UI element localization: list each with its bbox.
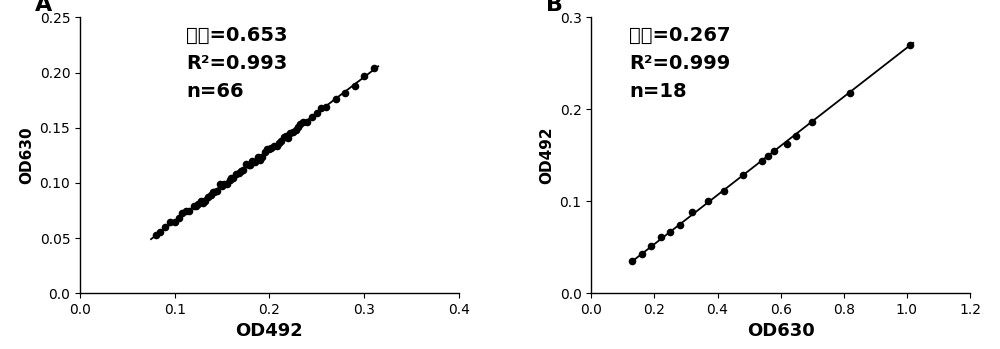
Point — [181, 208, 197, 214]
Text: 斜率=0.267
R²=0.999
n=18: 斜率=0.267 R²=0.999 n=18 — [629, 26, 731, 101]
Point — [254, 154, 270, 160]
Point — [259, 147, 275, 152]
Point — [206, 190, 222, 195]
Point — [225, 176, 241, 181]
Point — [760, 154, 776, 159]
Point — [269, 143, 285, 149]
Point — [261, 146, 277, 151]
Y-axis label: OD630: OD630 — [19, 126, 34, 184]
Point — [214, 183, 230, 188]
Point — [271, 140, 287, 146]
Point — [285, 129, 301, 135]
Point — [171, 215, 187, 221]
Point — [754, 158, 770, 164]
Point — [337, 90, 353, 96]
Point — [779, 141, 795, 147]
Point — [304, 114, 320, 120]
Point — [804, 119, 820, 125]
Point — [162, 220, 178, 225]
Point — [700, 199, 716, 204]
Point — [222, 178, 238, 183]
Point — [241, 162, 257, 168]
Point — [292, 121, 308, 127]
Point — [347, 83, 363, 89]
Point — [257, 150, 273, 155]
Point — [244, 158, 260, 164]
Point — [200, 194, 216, 200]
Point — [684, 210, 700, 215]
Point — [203, 193, 219, 198]
Point — [634, 251, 650, 257]
Point — [318, 104, 334, 110]
Point — [152, 229, 168, 235]
Point — [276, 134, 292, 139]
Point — [157, 224, 173, 230]
Point — [294, 120, 310, 125]
Point — [238, 161, 254, 167]
Point — [235, 168, 251, 173]
Point — [672, 222, 688, 228]
Point — [242, 163, 258, 168]
Point — [195, 200, 211, 206]
Point — [186, 203, 202, 209]
Point — [219, 181, 235, 187]
Point — [197, 198, 213, 204]
Point — [278, 133, 294, 139]
Point — [178, 208, 194, 214]
Point — [735, 172, 751, 177]
Point — [280, 135, 296, 140]
Point — [216, 181, 232, 186]
Point — [366, 65, 382, 70]
Point — [788, 133, 804, 139]
Point — [653, 234, 669, 240]
Point — [228, 171, 244, 177]
X-axis label: OD630: OD630 — [747, 322, 815, 340]
Point — [282, 130, 298, 135]
Point — [148, 232, 164, 238]
Point — [223, 175, 239, 180]
Point — [233, 169, 249, 174]
Text: B: B — [546, 0, 563, 15]
Point — [188, 203, 204, 209]
Point — [766, 148, 782, 153]
Y-axis label: OD492: OD492 — [539, 126, 554, 184]
Point — [193, 198, 209, 203]
Point — [290, 124, 306, 129]
Point — [288, 127, 304, 133]
Point — [174, 210, 190, 216]
Point — [299, 119, 315, 125]
Point — [356, 73, 372, 79]
Point — [313, 105, 329, 111]
Point — [205, 189, 221, 195]
Point — [273, 139, 289, 144]
Point — [250, 155, 266, 160]
Point — [624, 258, 640, 263]
Point — [263, 145, 279, 151]
Point — [247, 159, 263, 165]
Point — [716, 188, 732, 194]
Point — [842, 90, 858, 96]
Point — [662, 229, 678, 235]
X-axis label: OD492: OD492 — [235, 322, 303, 340]
Point — [231, 170, 247, 176]
Point — [252, 157, 268, 162]
Point — [643, 243, 659, 248]
Point — [309, 110, 325, 116]
Point — [266, 143, 282, 149]
Point — [212, 181, 228, 187]
Point — [167, 219, 183, 224]
Point — [902, 42, 918, 48]
Text: 斜率=0.653
R²=0.993
n=66: 斜率=0.653 R²=0.993 n=66 — [186, 26, 288, 101]
Point — [190, 201, 206, 207]
Point — [328, 96, 344, 102]
Text: A: A — [35, 0, 52, 15]
Point — [209, 188, 225, 194]
